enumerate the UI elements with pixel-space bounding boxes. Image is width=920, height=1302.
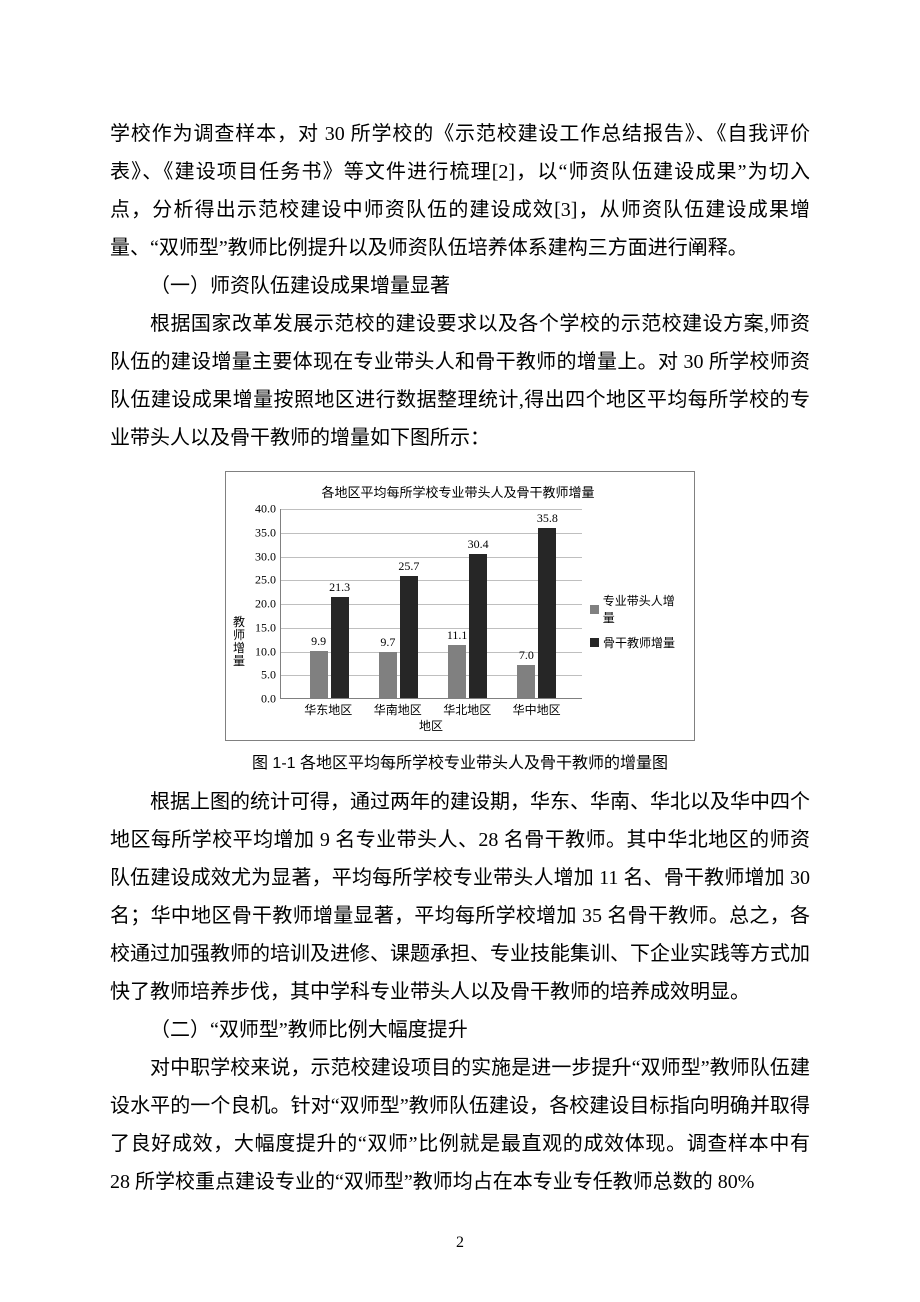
- chart-title: 各地区平均每所学校专业带头人及骨干教师增量: [232, 482, 684, 501]
- bar-value-label: 11.1: [447, 628, 468, 643]
- bar-value-label: 7.0: [519, 648, 534, 663]
- legend-swatch: [590, 605, 599, 614]
- y-axis-label: 教师增量: [232, 509, 246, 734]
- bar-value-label: 9.9: [311, 634, 326, 649]
- x-tick-label: 华南地区: [374, 701, 422, 718]
- p3: 根据上图的统计可得，通过两年的建设期，华东、华南、华北以及华中四个地区每所学校平…: [110, 783, 810, 1011]
- x-tick-label: 华中地区: [513, 701, 561, 718]
- legend-item: 骨干教师增量: [590, 634, 684, 651]
- p4: 对中职学校来说，示范校建设项目的实施是进一步提升“双师型”教师队伍建设水平的一个…: [110, 1049, 810, 1201]
- chart-container: 各地区平均每所学校专业带头人及骨干教师增量 教师增量 0.0 5.0 10.0 15.…: [110, 471, 810, 741]
- legend-item: 专业带头人增量: [590, 592, 684, 626]
- bar-value-label: 21.3: [329, 580, 350, 595]
- bar: 11.1: [448, 645, 466, 698]
- bar: 9.7: [379, 652, 397, 698]
- bar: 30.4: [469, 554, 487, 698]
- y-tick-column: 0.05.010.015.020.025.030.035.040.0: [246, 509, 280, 699]
- bar-value-label: 9.7: [380, 635, 395, 650]
- bar-chart: 各地区平均每所学校专业带头人及骨干教师增量 教师增量 0.0 5.0 10.0 15.…: [225, 471, 695, 741]
- paragraph-block-2: 根据上图的统计可得，通过两年的建设期，华东、华南、华北以及华中四个地区每所学校平…: [110, 783, 810, 1201]
- legend-label: 专业带头人增量: [603, 592, 684, 626]
- bar-value-label: 30.4: [468, 537, 489, 552]
- y-tick-label: 15.0: [255, 620, 276, 635]
- legend-label: 骨干教师增量: [603, 634, 675, 651]
- bar: 9.9: [310, 651, 328, 698]
- x-tick-label: 华北地区: [443, 701, 491, 718]
- bar-value-label: 25.7: [398, 559, 419, 574]
- bar: 35.8: [538, 528, 556, 698]
- gridline: [281, 509, 582, 510]
- x-axis-label: 地区: [280, 717, 582, 734]
- y-tick-label: 10.0: [255, 644, 276, 659]
- y-tick-label: 5.0: [261, 668, 276, 683]
- bar-group: 9.921.3: [310, 597, 349, 698]
- paragraph-1: 学校作为调查样本，对 30 所学校的《示范校建设工作总结报告》、《自我评价表》、…: [110, 115, 810, 457]
- bar-group: 9.725.7: [379, 576, 418, 698]
- plot-area: 9.921.39.725.711.130.47.035.8: [280, 509, 582, 699]
- y-tick-label: 30.0: [255, 549, 276, 564]
- y-tick-label: 40.0: [255, 502, 276, 517]
- p1: 学校作为调查样本，对 30 所学校的《示范校建设工作总结报告》、《自我评价表》、…: [110, 115, 810, 267]
- bar-value-label: 35.8: [537, 511, 558, 526]
- y-tick-label: 0.0: [261, 692, 276, 707]
- bar: 21.3: [331, 597, 349, 698]
- bar: 7.0: [517, 665, 535, 698]
- heading-2: （二）“双师型”教师比例大幅度提升: [110, 1011, 810, 1049]
- figure-caption: 图 1-1 各地区平均每所学校专业带头人及骨干教师的增量图: [110, 749, 810, 773]
- legend-swatch: [590, 638, 599, 647]
- y-tick-label: 20.0: [255, 597, 276, 612]
- heading-1: （一）师资队伍建设成果增量显著: [110, 267, 810, 305]
- page-number: 2: [0, 1234, 920, 1252]
- bar-group: 11.130.4: [448, 554, 487, 698]
- p2: 根据国家改革发展示范校的建设要求以及各个学校的示范校建设方案,师资队伍的建设增量…: [110, 305, 810, 457]
- bar-group: 7.035.8: [517, 528, 556, 698]
- y-tick-label: 35.0: [255, 525, 276, 540]
- legend: 专业带头人增量骨干教师增量: [582, 509, 684, 734]
- y-tick-label: 25.0: [255, 573, 276, 588]
- bar: 25.7: [400, 576, 418, 698]
- x-tick-label: 华东地区: [304, 701, 352, 718]
